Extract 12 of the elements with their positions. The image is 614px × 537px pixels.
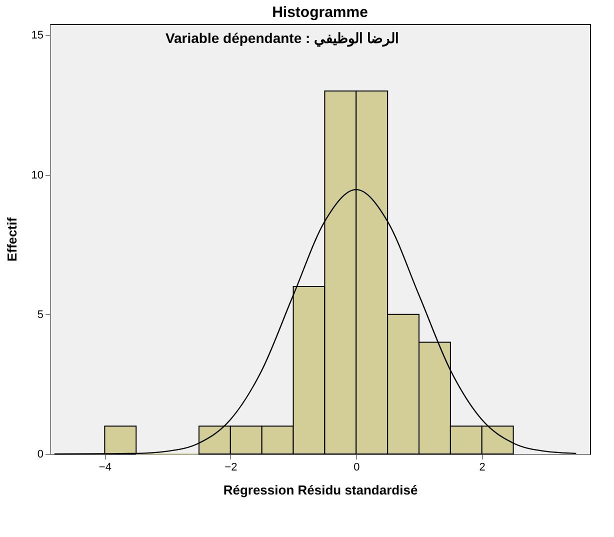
y-axis-title: Effectif (4, 216, 20, 262)
x-tick-label: 0 (354, 462, 360, 474)
y-tick-label: 5 (37, 308, 44, 321)
x-tick-label: −2 (224, 462, 238, 474)
y-tick-label: 15 (31, 30, 44, 42)
chart-title: Histogramme (272, 4, 368, 21)
x-tick-label: 2 (479, 462, 486, 474)
x-tick-label: −4 (98, 462, 112, 474)
chart-subtitle: Variable dépendante : الرضا الوظيفي (165, 30, 399, 47)
y-tick-label: 0 (37, 448, 44, 460)
y-tick-label: 10 (31, 169, 44, 182)
x-axis-title: Régression Résidu standardisé (223, 482, 418, 498)
